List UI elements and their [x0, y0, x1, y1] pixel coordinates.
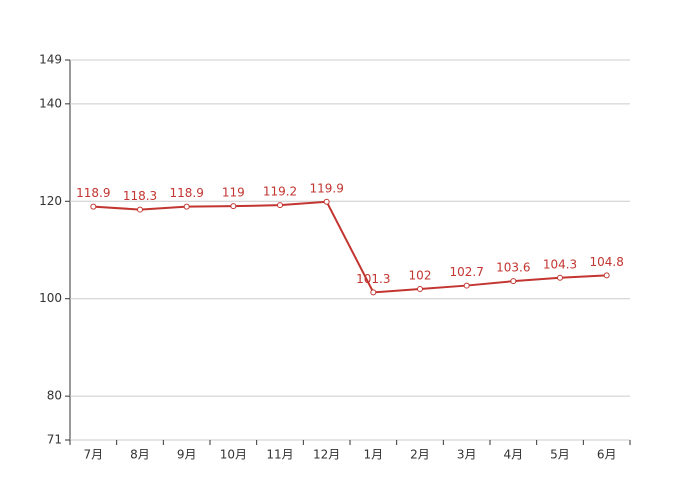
x-tick-label: 2月 — [410, 448, 430, 462]
x-tick-label: 10月 — [220, 448, 247, 462]
y-tick-label: 140 — [39, 96, 62, 110]
data-label: 104.8 — [589, 255, 623, 269]
point — [90, 203, 97, 210]
data-label: 101.3 — [356, 272, 390, 286]
point — [137, 206, 143, 213]
line — [93, 200, 607, 294]
y-tick-label: 71 — [47, 433, 62, 447]
data-label: 119.2 — [263, 185, 297, 199]
point — [463, 282, 470, 289]
data-label: 103.6 — [496, 261, 530, 275]
x-tick-label: 5月 — [550, 448, 570, 462]
x-tick-label: 11月 — [266, 448, 293, 462]
data-label: 104.3 — [543, 257, 577, 271]
x-tick-label: 3月 — [457, 448, 477, 462]
y-tick-label: 100 — [39, 291, 62, 305]
x-tick-label: 4月 — [504, 448, 524, 462]
point — [510, 278, 517, 285]
data-label: 119 — [222, 186, 245, 200]
data-label: 118.3 — [123, 189, 157, 203]
data-label: 118.9 — [76, 186, 110, 200]
point — [323, 198, 330, 205]
point — [230, 203, 237, 210]
data-label: 102.7 — [449, 265, 483, 279]
x-tick-label: 7月 — [84, 448, 104, 462]
x-tick-label: 6月 — [597, 448, 617, 462]
x-tick-label: 1月 — [364, 448, 384, 462]
x-tick-label: 12月 — [313, 448, 340, 462]
x-tick-label: 9月 — [177, 448, 197, 462]
data-label: 102 — [409, 268, 432, 282]
point — [417, 285, 423, 292]
y-tick-label: 149 — [39, 53, 62, 67]
point — [277, 202, 283, 209]
data-label: 118.9 — [169, 186, 203, 200]
point — [370, 289, 377, 296]
x-tick-label: 8月 — [130, 448, 150, 462]
y-tick-label: 80 — [47, 389, 62, 403]
point — [557, 274, 563, 281]
data-label: 119.9 — [309, 181, 343, 195]
y-tick-label: 120 — [39, 194, 62, 208]
point — [183, 203, 190, 210]
point — [603, 272, 610, 279]
